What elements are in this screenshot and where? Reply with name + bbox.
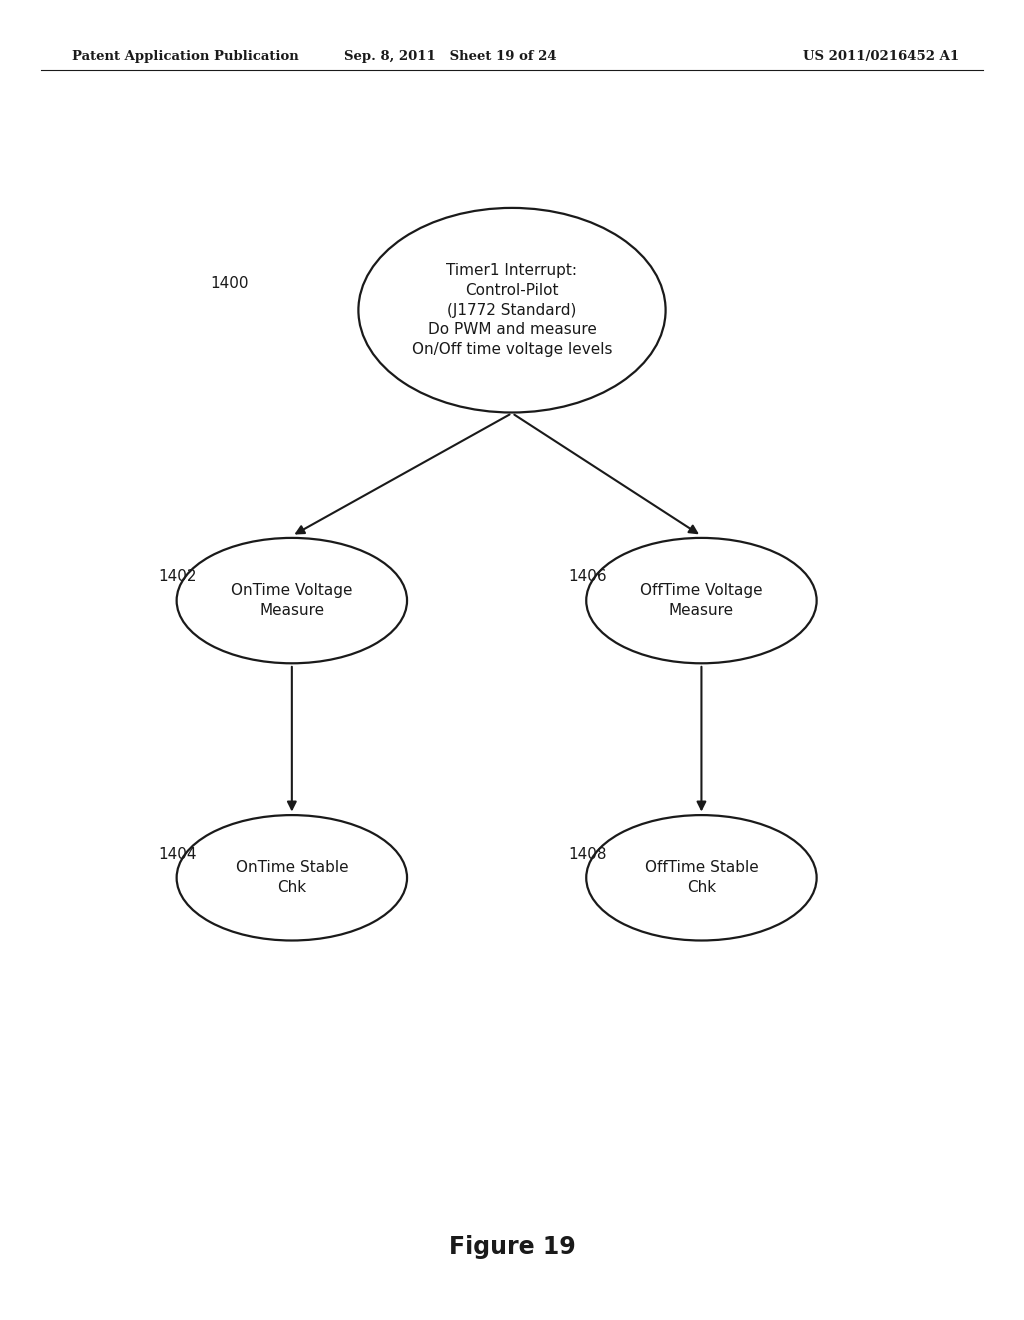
Ellipse shape [176, 814, 407, 940]
Text: OnTime Voltage
Measure: OnTime Voltage Measure [231, 583, 352, 618]
Text: 1404: 1404 [159, 846, 198, 862]
Text: Patent Application Publication: Patent Application Publication [72, 50, 298, 63]
Text: Sep. 8, 2011   Sheet 19 of 24: Sep. 8, 2011 Sheet 19 of 24 [344, 50, 557, 63]
Text: 1402: 1402 [159, 569, 198, 585]
Text: US 2011/0216452 A1: US 2011/0216452 A1 [803, 50, 958, 63]
Text: OffTime Voltage
Measure: OffTime Voltage Measure [640, 583, 763, 618]
Text: 1408: 1408 [568, 846, 607, 862]
Ellipse shape [176, 537, 407, 663]
Text: Figure 19: Figure 19 [449, 1236, 575, 1259]
Text: Timer1 Interrupt:
Control-Pilot
(J1772 Standard)
Do PWM and measure
On/Off time : Timer1 Interrupt: Control-Pilot (J1772 S… [412, 263, 612, 358]
Text: 1406: 1406 [568, 569, 607, 585]
Text: 1400: 1400 [210, 276, 249, 292]
Text: OffTime Stable
Chk: OffTime Stable Chk [644, 861, 759, 895]
Ellipse shape [358, 207, 666, 412]
Ellipse shape [586, 814, 817, 940]
Ellipse shape [586, 537, 817, 663]
Text: OnTime Stable
Chk: OnTime Stable Chk [236, 861, 348, 895]
